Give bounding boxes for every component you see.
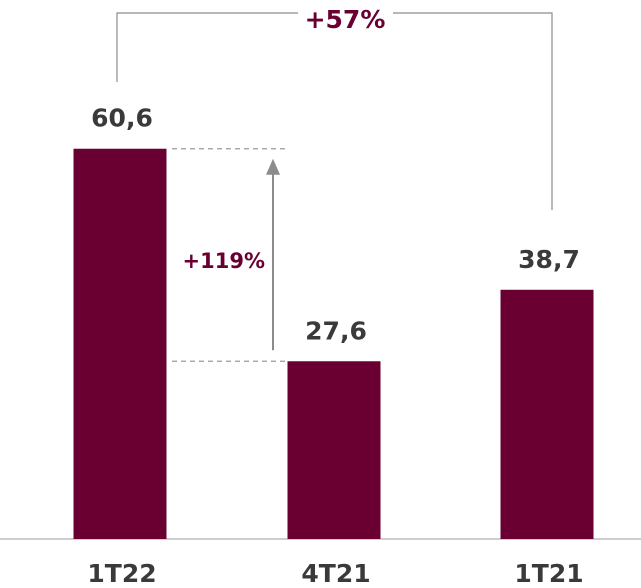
bracket-right-line: [393, 12, 553, 210]
x-tick-label-1T21: 1T21: [514, 559, 583, 588]
x-tick-label-4T21: 4T21: [301, 559, 370, 588]
x-tick-label-1T22: 1T22: [87, 559, 156, 588]
value-label-1T21: 38,7: [518, 245, 580, 274]
value-label-4T21: 27,6: [305, 316, 367, 345]
bar-1T21: [500, 289, 594, 539]
value-label-1T22: 60,6: [91, 104, 153, 133]
bar-1T22: [73, 148, 167, 539]
growth-annotation-qoq: +119%: [183, 249, 265, 273]
bracket-left-line: [116, 12, 298, 82]
growth-annotation-yoy: +57%: [305, 5, 386, 34]
bar-4T21: [287, 361, 381, 539]
growth-arrow-head: [266, 158, 280, 175]
